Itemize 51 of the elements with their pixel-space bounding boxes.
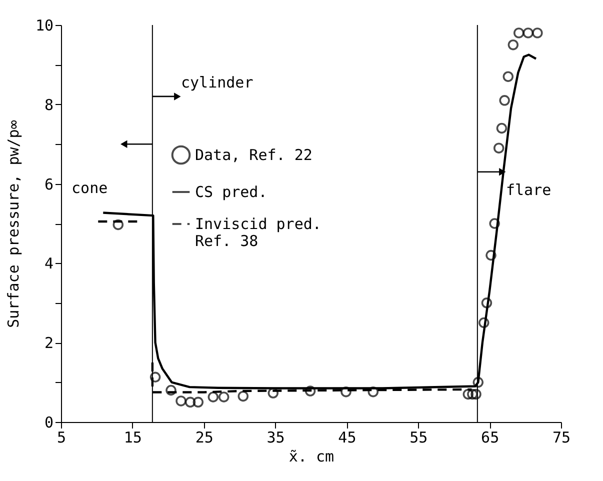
point [513, 28, 524, 38]
point [150, 372, 161, 382]
legend-label: Inviscid pred. Ref. 38 [195, 215, 322, 250]
legend-label: CS pred. [195, 183, 268, 201]
point [112, 219, 124, 230]
point [499, 95, 510, 106]
point [304, 386, 316, 396]
point [192, 396, 204, 408]
point [176, 396, 186, 406]
point [489, 218, 500, 229]
point [481, 298, 492, 308]
x-tick-label: 25 [195, 428, 214, 446]
legend-label: Data, Ref. 22 [195, 146, 312, 164]
point [368, 386, 379, 398]
y-tick-label: 0 [44, 414, 54, 432]
point [208, 392, 219, 402]
point [340, 386, 352, 398]
point [532, 28, 543, 38]
x-tick-label: 75 [552, 428, 571, 446]
ref-line-label: flare [506, 180, 552, 199]
point [478, 317, 490, 328]
y-tick-label: 6 [44, 175, 54, 194]
point [493, 142, 504, 154]
point [486, 250, 496, 261]
point [462, 388, 474, 400]
y-axis-title: Surface pressure, pw/p∞ [4, 120, 22, 328]
ref-line-label: cylinder [181, 74, 254, 92]
point [184, 396, 196, 408]
y-tick-label: 10 [35, 16, 54, 34]
point [502, 71, 514, 82]
point [166, 384, 176, 396]
x-tick-label: 5 [56, 428, 66, 446]
point [522, 28, 534, 38]
x-tick-label: 35 [266, 428, 285, 446]
point [496, 122, 508, 134]
x-tick-label: 45 [338, 428, 356, 446]
point [508, 39, 519, 50]
point [472, 376, 484, 388]
point [238, 390, 249, 402]
y-tick-label: 4 [44, 254, 54, 273]
y-tick-label: 8 [44, 96, 54, 114]
x-axis-title: x̃. cm [288, 448, 334, 466]
x-tick-label: 15 [124, 428, 142, 446]
x-tick-label: 65 [481, 428, 500, 446]
point [470, 388, 482, 400]
point [467, 388, 478, 400]
point [218, 392, 230, 402]
y-tick-label: 2 [44, 334, 54, 352]
point [268, 388, 279, 398]
annotation: cone [72, 178, 108, 197]
x-tick-label: 55 [410, 428, 428, 446]
